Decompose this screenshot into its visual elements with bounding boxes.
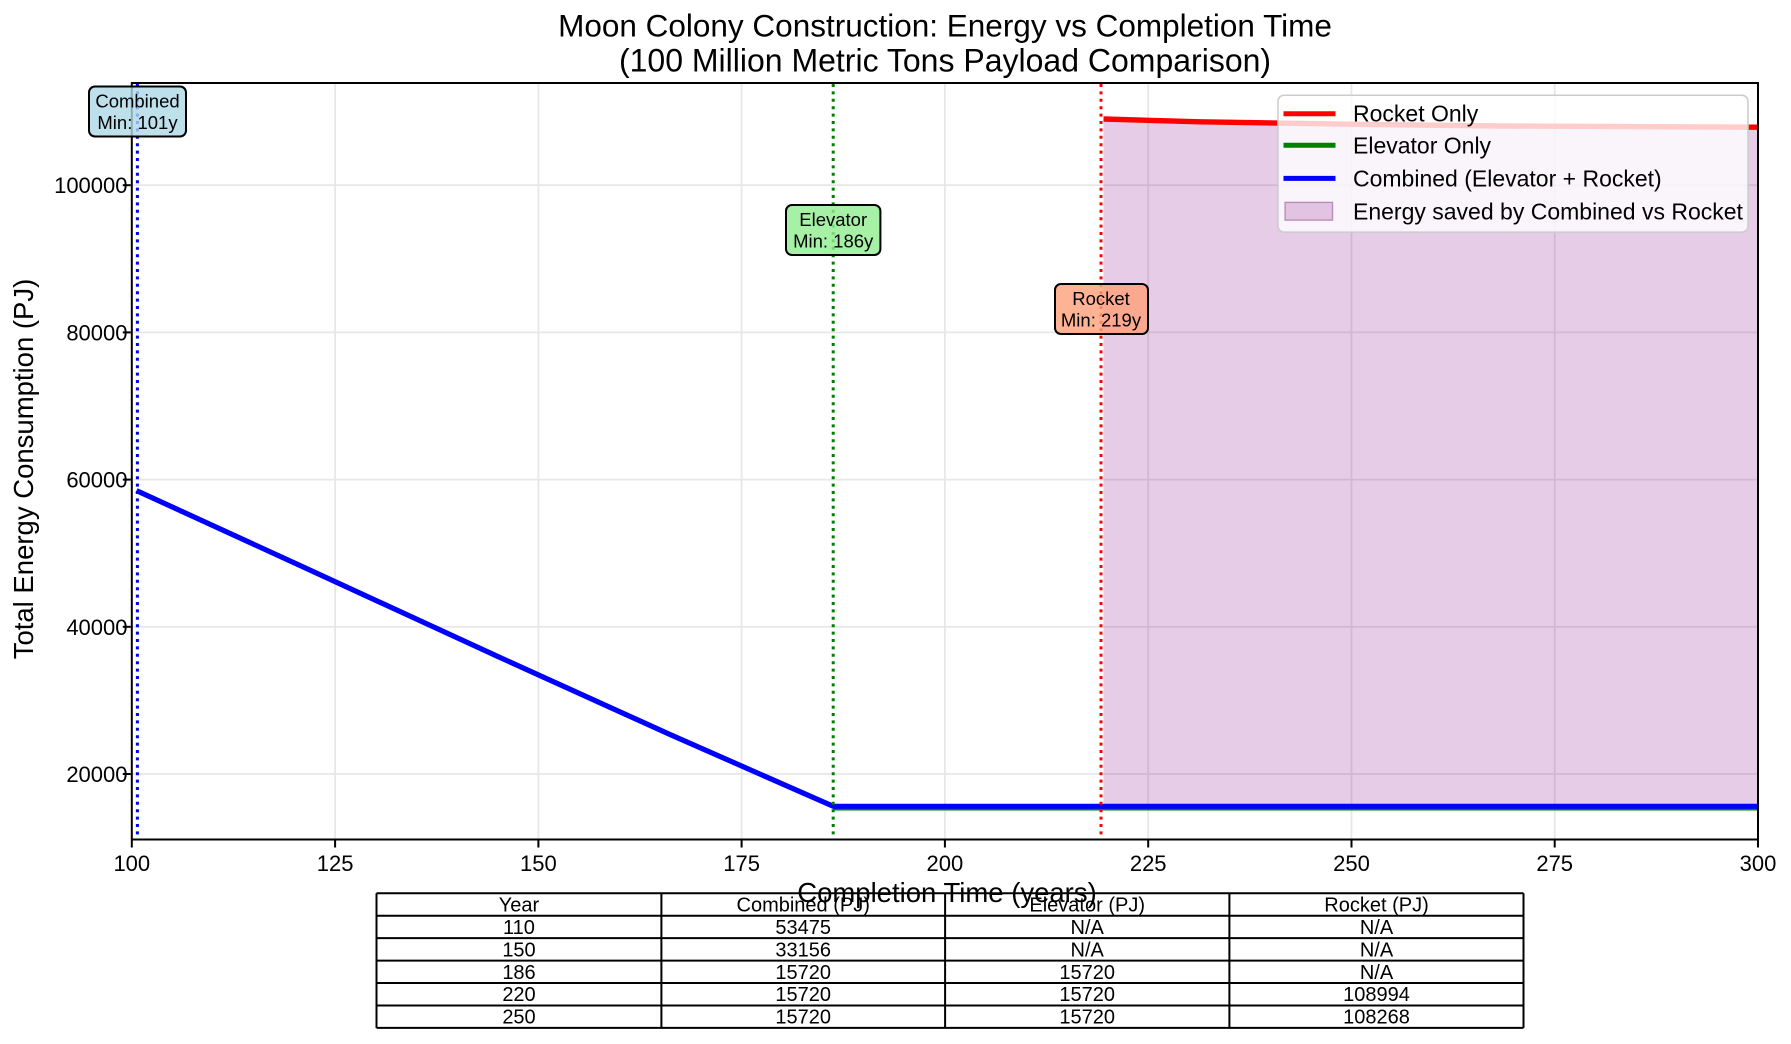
svg-text:250: 250 xyxy=(1333,851,1370,876)
svg-text:Rocket: Rocket xyxy=(1072,288,1130,309)
svg-text:Min: 219y: Min: 219y xyxy=(1061,310,1142,331)
svg-text:53475: 53475 xyxy=(775,917,831,939)
svg-text:Year: Year xyxy=(499,894,540,916)
svg-text:15720: 15720 xyxy=(1059,1007,1115,1029)
svg-text:15720: 15720 xyxy=(1059,962,1115,984)
svg-text:186: 186 xyxy=(502,962,535,984)
svg-text:Combined (Elevator + Rocket): Combined (Elevator + Rocket) xyxy=(1353,165,1662,191)
svg-text:20000: 20000 xyxy=(66,762,127,787)
svg-text:80000: 80000 xyxy=(66,320,127,345)
svg-text:Min: 101y: Min: 101y xyxy=(97,112,178,133)
svg-text:N/A: N/A xyxy=(1071,917,1105,939)
svg-text:100: 100 xyxy=(113,851,150,876)
svg-text:175: 175 xyxy=(723,851,760,876)
svg-text:220: 220 xyxy=(502,984,535,1006)
svg-text:Elevator Only: Elevator Only xyxy=(1353,132,1492,158)
svg-text:15720: 15720 xyxy=(775,962,831,984)
svg-text:N/A: N/A xyxy=(1360,939,1394,961)
svg-text:Rocket Only: Rocket Only xyxy=(1353,101,1479,127)
svg-text:150: 150 xyxy=(520,851,557,876)
svg-text:Combined (PJ): Combined (PJ) xyxy=(737,894,870,916)
svg-text:Min: 186y: Min: 186y xyxy=(793,231,874,252)
svg-text:Total Energy Consumption (PJ): Total Energy Consumption (PJ) xyxy=(8,279,39,660)
svg-text:15720: 15720 xyxy=(1059,984,1115,1006)
svg-text:Rocket (PJ): Rocket (PJ) xyxy=(1324,894,1428,916)
svg-text:150: 150 xyxy=(502,939,535,961)
svg-text:300: 300 xyxy=(1740,851,1777,876)
svg-text:108994: 108994 xyxy=(1343,984,1410,1006)
svg-text:N/A: N/A xyxy=(1071,939,1105,961)
svg-text:N/A: N/A xyxy=(1360,962,1394,984)
svg-text:110: 110 xyxy=(503,917,535,939)
svg-text:60000: 60000 xyxy=(66,468,127,493)
svg-text:108268: 108268 xyxy=(1343,1007,1410,1029)
svg-text:33156: 33156 xyxy=(775,939,831,961)
svg-text:125: 125 xyxy=(317,851,354,876)
svg-text:250: 250 xyxy=(502,1007,535,1029)
svg-text:Energy saved by Combined vs Ro: Energy saved by Combined vs Rocket xyxy=(1353,198,1744,224)
svg-text:(100 Million Metric Tons Paylo: (100 Million Metric Tons Payload Compari… xyxy=(619,43,1271,79)
svg-text:15720: 15720 xyxy=(775,984,831,1006)
svg-text:100000: 100000 xyxy=(54,173,127,198)
svg-text:Moon Colony Construction: Ener: Moon Colony Construction: Energy vs Comp… xyxy=(558,8,1332,44)
svg-text:40000: 40000 xyxy=(66,615,127,640)
svg-text:Combined: Combined xyxy=(95,91,179,112)
svg-text:Elevator (PJ): Elevator (PJ) xyxy=(1029,894,1145,916)
svg-text:N/A: N/A xyxy=(1360,917,1394,939)
svg-text:275: 275 xyxy=(1536,851,1573,876)
svg-text:Elevator: Elevator xyxy=(799,209,867,230)
svg-text:225: 225 xyxy=(1130,851,1167,876)
svg-text:15720: 15720 xyxy=(775,1007,831,1029)
svg-text:200: 200 xyxy=(927,851,964,876)
